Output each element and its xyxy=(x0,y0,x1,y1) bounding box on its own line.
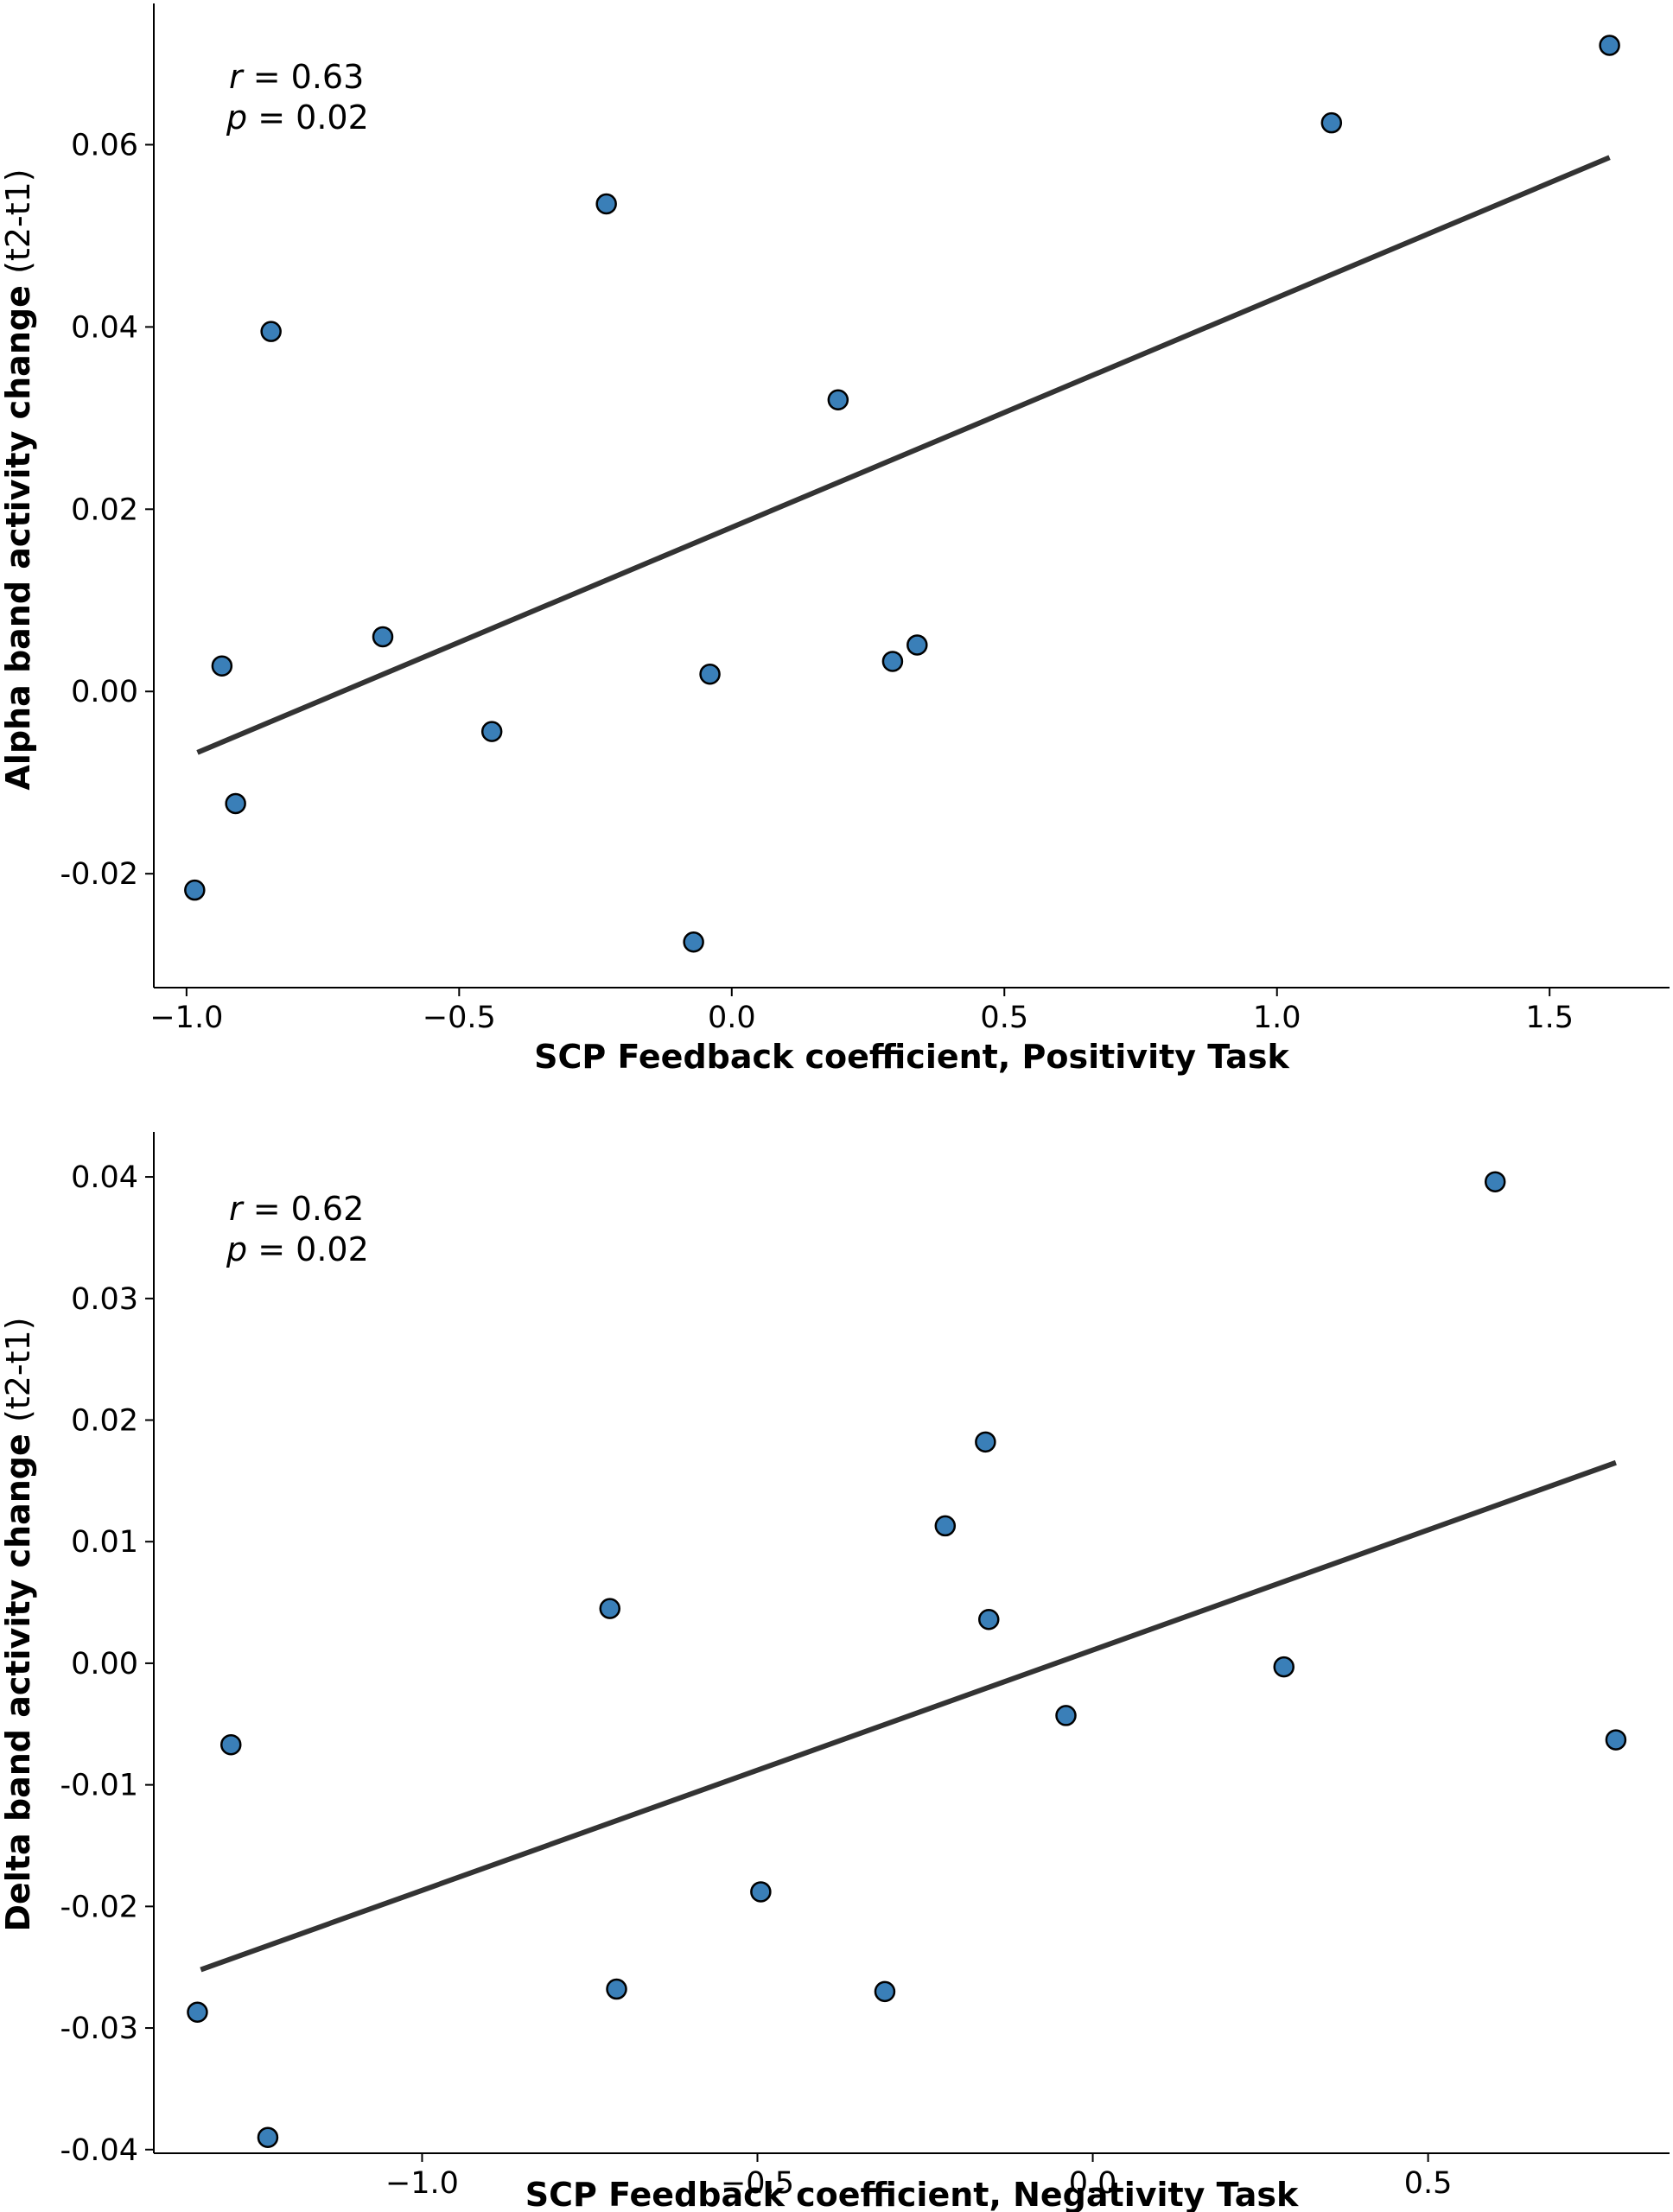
data-point xyxy=(184,879,206,901)
data-point xyxy=(1484,1171,1506,1192)
chart-top: −1.0 −0.5 0.0 0.5 1.0 1.5 -0.02 0.00 0.02 0.04 0.… xyxy=(0,3,1670,1076)
y-axis-title-unit: (t2-t1) xyxy=(0,1317,37,1422)
data-point xyxy=(225,792,246,815)
x-axis-title: SCP Feedback coefficient, Positivity Tas… xyxy=(534,1038,1289,1076)
r-annotation: r = 0.62 xyxy=(229,1190,364,1228)
x-ticks: −1.0 −0.5 0.0 0.5 xyxy=(385,2153,1452,2201)
data-point xyxy=(906,634,928,656)
x-tick-label: 0.0 xyxy=(1069,2166,1117,2201)
y-axis-title-unit: (t2-t1) xyxy=(0,168,37,274)
data-point xyxy=(480,721,503,742)
y-tick-label: 0.04 xyxy=(71,310,138,345)
data-point xyxy=(874,1980,896,2003)
y-tick-label: -0.01 xyxy=(60,1769,138,1803)
y-axis-title: Alpha band activity change (t2-t1) xyxy=(0,168,37,790)
data-point xyxy=(595,193,617,215)
data-point xyxy=(372,626,394,648)
y-tick-label: -0.04 xyxy=(60,2133,138,2168)
x-ticks: −1.0 −0.5 0.0 0.5 1.0 1.5 xyxy=(149,988,1574,1035)
data-point xyxy=(211,655,233,677)
chart-bottom: −1.0 −0.5 0.0 0.5 -0.04 -0.03 -0.02 -0.01 0.00 0… xyxy=(0,1132,1670,2212)
data-point xyxy=(1273,1656,1295,1678)
data-point xyxy=(599,1598,621,1619)
data-point xyxy=(606,1978,627,2000)
x-tick-label: 1.0 xyxy=(1253,1001,1301,1035)
x-tick-label: −0.5 xyxy=(423,1001,496,1035)
regression-line xyxy=(200,1459,1617,1973)
data-point xyxy=(978,1609,1000,1630)
data-point xyxy=(1599,35,1620,56)
y-axis-title-main: Alpha band activity change xyxy=(0,285,37,790)
y-tick-label: 0.02 xyxy=(71,1403,138,1438)
y-axis-title-main: Delta band activity change xyxy=(0,1433,37,1931)
data-point xyxy=(1320,111,1343,134)
y-tick-label: -0.02 xyxy=(60,1890,138,1924)
data-point xyxy=(975,1431,996,1453)
y-tick-label: -0.02 xyxy=(60,857,138,892)
y-tick-label: -0.03 xyxy=(60,2012,138,2046)
data-point xyxy=(699,663,721,685)
p-annotation: p = 0.02 xyxy=(226,1230,369,1268)
data-point xyxy=(187,2001,208,2024)
scatter-points xyxy=(184,35,1620,953)
data-point xyxy=(260,321,282,342)
y-ticks: -0.02 0.00 0.02 0.04 0.06 xyxy=(60,128,154,892)
y-ticks: -0.04 -0.03 -0.02 -0.01 0.00 0.01 0.02 0.03 0.04 xyxy=(60,1160,154,2168)
data-point xyxy=(827,389,849,411)
regression-line xyxy=(196,155,1611,755)
x-tick-label: 0.5 xyxy=(980,1001,1028,1035)
data-point xyxy=(1055,1705,1077,1726)
r-annotation: r = 0.63 xyxy=(229,58,364,96)
x-tick-label: −1.0 xyxy=(385,2166,459,2201)
x-tick-label: 0.5 xyxy=(1404,2166,1453,2201)
y-tick-label: 0.03 xyxy=(71,1282,138,1317)
data-point xyxy=(683,931,704,953)
data-point xyxy=(1605,1729,1627,1751)
y-tick-label: 0.02 xyxy=(71,493,138,527)
data-point xyxy=(750,1881,772,1903)
data-point xyxy=(881,651,904,672)
data-point xyxy=(257,2126,279,2148)
x-tick-label: −0.5 xyxy=(721,2166,794,2201)
data-point xyxy=(934,1515,957,1537)
y-tick-label: 0.06 xyxy=(71,128,138,162)
p-annotation: p = 0.02 xyxy=(226,99,369,137)
data-point xyxy=(220,1733,242,1756)
scatter-points xyxy=(187,1171,1627,2148)
y-tick-label: 0.00 xyxy=(71,675,138,709)
x-tick-label: 1.5 xyxy=(1525,1001,1574,1035)
x-tick-label: −1.0 xyxy=(149,1001,223,1035)
y-tick-label: 0.00 xyxy=(71,1647,138,1681)
y-tick-label: 0.01 xyxy=(71,1525,138,1560)
x-axis-title: SCP Feedback coefficient, Negativity Tas… xyxy=(525,2176,1299,2212)
y-axis-title: Delta band activity change (t2-t1) xyxy=(0,1317,37,1931)
x-tick-label: 0.0 xyxy=(708,1001,756,1035)
y-tick-label: 0.04 xyxy=(71,1160,138,1195)
